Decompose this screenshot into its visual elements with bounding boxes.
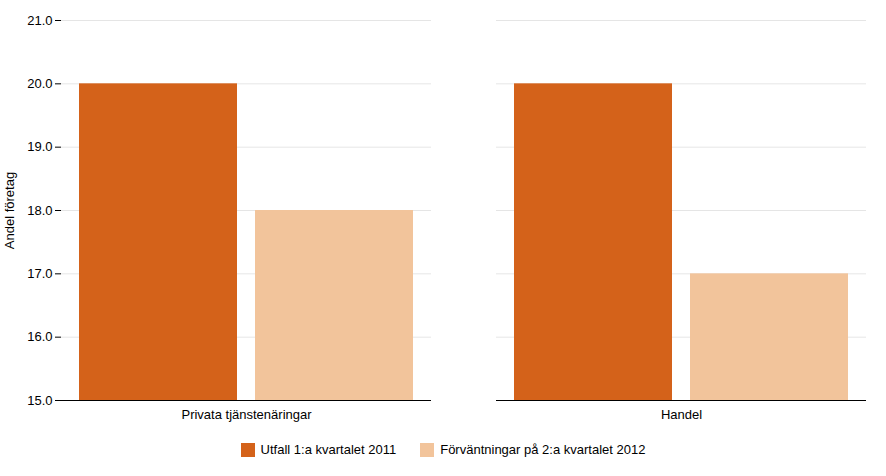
- svg-text:16.0: 16.0: [27, 329, 52, 344]
- svg-text:20.0: 20.0: [27, 76, 52, 91]
- svg-text:17.0: 17.0: [27, 266, 52, 281]
- svg-text:Privata tjänstenäringar: Privata tjänstenäringar: [181, 407, 312, 422]
- svg-text:18.0: 18.0: [27, 203, 52, 218]
- svg-text:Andel företag: Andel företag: [2, 172, 17, 249]
- svg-text:Handel: Handel: [661, 407, 702, 422]
- svg-text:15.0: 15.0: [27, 393, 52, 408]
- html-text:Förväntningar på 2:a kvartalet: Förväntningar på 2:a kvartalet 2012: [440, 442, 646, 457]
- svg-text:19.0: 19.0: [27, 139, 52, 154]
- html-text:Utfall 1:a kvartalet 2011: Utfall 1:a kvartalet 2011: [260, 442, 397, 457]
- svg-text:21.0: 21.0: [27, 13, 52, 28]
